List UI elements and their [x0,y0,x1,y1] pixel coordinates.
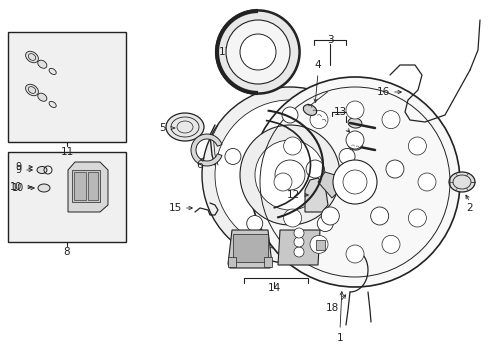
Text: 6: 6 [196,160,203,170]
Circle shape [293,247,304,257]
Text: 1: 1 [336,333,343,343]
Ellipse shape [38,60,47,68]
Ellipse shape [347,118,361,128]
Polygon shape [305,178,327,212]
Circle shape [305,160,324,178]
Text: 10: 10 [10,182,22,192]
Circle shape [216,10,299,94]
Ellipse shape [49,68,56,75]
Ellipse shape [37,166,47,174]
Ellipse shape [25,51,39,63]
Circle shape [381,111,399,129]
Text: 10: 10 [12,183,24,193]
Circle shape [417,173,435,191]
Circle shape [225,20,289,84]
Circle shape [309,111,327,129]
Ellipse shape [38,93,47,101]
Bar [8,32,126,142]
Circle shape [246,216,262,231]
Circle shape [309,235,327,253]
Text: 3: 3 [326,35,333,45]
Ellipse shape [25,84,39,96]
Text: 4: 4 [314,60,321,70]
Bar [88,172,98,200]
Circle shape [338,148,354,165]
Circle shape [346,245,363,263]
Polygon shape [68,162,108,212]
Circle shape [293,228,304,238]
Bar [264,257,271,267]
Circle shape [332,160,376,204]
Text: 17: 17 [218,47,231,57]
Bar [74,172,86,200]
Circle shape [407,137,426,155]
Text: 2: 2 [466,203,472,213]
Polygon shape [278,230,319,265]
Circle shape [381,235,399,253]
Circle shape [293,237,304,247]
Ellipse shape [347,140,361,150]
Text: 8: 8 [63,247,70,257]
Polygon shape [227,230,271,268]
Text: 14: 14 [267,283,280,293]
Circle shape [407,209,426,227]
Text: 7: 7 [241,45,248,55]
Ellipse shape [49,102,56,108]
Circle shape [273,173,291,191]
Bar [72,170,100,202]
Circle shape [215,100,364,250]
Circle shape [274,160,305,190]
Text: 9: 9 [15,162,21,172]
Text: 5: 5 [160,123,166,133]
Text: 13: 13 [333,107,346,117]
Ellipse shape [165,113,203,141]
Circle shape [283,209,301,227]
Ellipse shape [38,184,50,192]
Circle shape [249,77,459,287]
Text: 11: 11 [60,147,74,157]
Circle shape [202,87,377,263]
Bar [232,234,267,262]
Circle shape [370,207,388,225]
Circle shape [321,207,339,225]
Circle shape [317,216,333,231]
Bar [8,152,126,242]
Ellipse shape [448,172,474,192]
Polygon shape [315,240,325,250]
Circle shape [385,160,403,178]
Circle shape [346,101,363,119]
Circle shape [224,148,241,165]
Ellipse shape [303,105,316,116]
Text: 9: 9 [15,165,21,175]
Text: 16: 16 [376,87,389,97]
Circle shape [240,34,275,70]
Polygon shape [317,172,337,198]
Bar [227,257,236,267]
Circle shape [346,131,363,149]
Text: 15: 15 [168,203,181,213]
Circle shape [240,125,339,225]
Polygon shape [191,134,222,166]
Circle shape [282,107,297,123]
Text: 12: 12 [286,190,299,200]
Circle shape [254,140,325,210]
Circle shape [283,137,301,155]
Text: 18: 18 [325,303,338,313]
